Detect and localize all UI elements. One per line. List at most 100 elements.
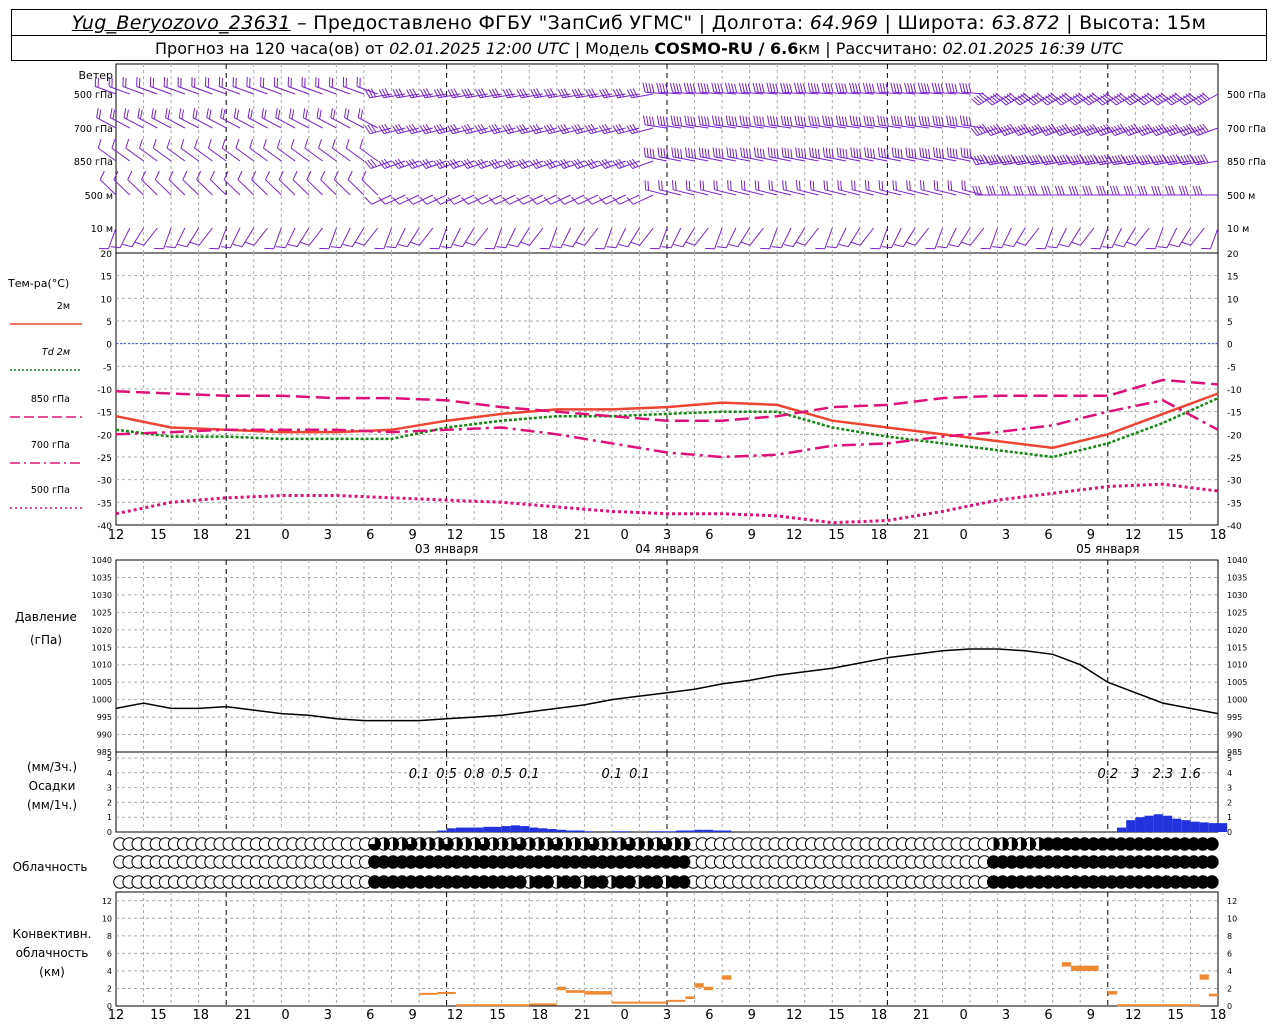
cloud-fill xyxy=(1160,875,1173,889)
cloud-fill xyxy=(496,875,509,889)
x-tick-label: 3 xyxy=(324,528,332,543)
precip-bar xyxy=(437,830,447,832)
wind-barb xyxy=(1122,154,1150,166)
cloud-fill xyxy=(405,855,418,869)
x-tick-label: 6 xyxy=(366,528,374,543)
cloud-fill xyxy=(1032,855,1046,869)
wind-barb xyxy=(705,227,723,250)
wind-barb xyxy=(918,115,943,129)
wind-barb xyxy=(1150,92,1177,106)
wind-barb xyxy=(496,227,516,249)
wind-barb xyxy=(642,82,668,95)
cloud-fill xyxy=(1105,855,1119,869)
wind-level-label-right: 500 гПа xyxy=(1227,90,1266,101)
wind-barb xyxy=(906,180,929,196)
wind-barb xyxy=(837,180,861,196)
cloud-fill xyxy=(641,855,654,869)
wind-barb xyxy=(180,138,199,162)
wind-barb xyxy=(849,115,874,129)
wind-barb xyxy=(300,227,323,246)
cloud-fill xyxy=(659,837,673,851)
precip-bar xyxy=(483,826,493,832)
precip-bar xyxy=(712,830,723,832)
pressure-unit: (гПа) xyxy=(30,633,62,647)
wind-barb xyxy=(697,82,723,95)
temp-axes: 20 20 15 15 10 10 5 5 0 0 -5 -5 -10 -10 -15 -15 -20 -20 -2… xyxy=(7,250,1242,532)
wind-barb xyxy=(465,227,489,246)
pres-ytick-right: 1000 xyxy=(1227,696,1247,705)
precip-title: Осадки xyxy=(29,779,76,793)
cloud-fill xyxy=(1011,837,1018,851)
wind-barb xyxy=(220,227,241,249)
cloud-fill xyxy=(632,855,645,869)
cloud-fill xyxy=(377,875,391,889)
wind-barb xyxy=(920,180,943,196)
wind-barb xyxy=(1108,154,1136,166)
wind-barb xyxy=(392,123,420,135)
wind-barb xyxy=(933,147,957,162)
wind-barb xyxy=(246,76,268,95)
cloud-fill xyxy=(456,837,463,851)
cloud-fill xyxy=(1178,855,1191,869)
wind-barb xyxy=(998,92,1026,106)
wind-barb xyxy=(891,147,916,162)
wind-barb xyxy=(218,76,241,95)
wind-barb xyxy=(1081,154,1108,166)
x-tick-label: 18 xyxy=(192,1008,209,1023)
precip-total-label: 0.1 xyxy=(602,767,623,782)
precip-bar xyxy=(575,830,585,832)
pres-ytick-right: 1020 xyxy=(1227,626,1247,635)
precip-ytick-left: 3 xyxy=(107,784,112,793)
wind-barb xyxy=(508,227,530,248)
precip-total-label: 0.5 xyxy=(491,767,512,782)
wind-barb xyxy=(1094,154,1122,166)
wind-barb xyxy=(182,170,200,196)
cloud-fill xyxy=(423,855,436,869)
wind-barb xyxy=(594,227,613,250)
wind-barb xyxy=(796,180,819,196)
cloud-fill xyxy=(502,837,509,851)
wind-barb xyxy=(961,180,984,196)
temp-ytick-left: -25 xyxy=(97,454,112,464)
cloud-fill xyxy=(559,875,573,889)
wind-barb xyxy=(419,88,447,99)
wind-barb xyxy=(264,227,282,250)
cloud-fill xyxy=(505,875,518,889)
cloud-fill xyxy=(1133,837,1146,851)
cloud-fill xyxy=(459,855,472,869)
conv-bar xyxy=(1071,965,1099,971)
x-tick-label: 3 xyxy=(663,1008,671,1023)
wind-barb xyxy=(783,227,806,248)
x-tick-label: 3 xyxy=(1002,528,1010,543)
wind-barb xyxy=(823,180,847,196)
x-tick-label: 18 xyxy=(532,528,549,543)
precip-bar xyxy=(520,826,530,832)
wind-barb xyxy=(794,115,819,129)
wind-barb xyxy=(1067,154,1095,166)
wind-barb xyxy=(209,170,227,196)
temp-ytick-right: 15 xyxy=(1227,273,1238,283)
wind-barb xyxy=(191,76,213,95)
wind-barb xyxy=(461,123,489,135)
pres-ytick-right: 1010 xyxy=(1227,661,1247,670)
x-tick-label: 15 xyxy=(1167,528,1184,543)
wind-barb xyxy=(306,170,323,196)
wind-barb xyxy=(502,88,530,99)
conv-title-2: облачность xyxy=(16,946,89,960)
cloud-fill xyxy=(377,855,391,869)
precip-totals: 0.1 0.5 0.8 0.5 0.1 0.1 0.1 0.2 3 2.3 1.6 xyxy=(409,767,1201,782)
model-prefix: | Модель xyxy=(569,39,655,58)
cloud-fill xyxy=(541,875,554,889)
wind-barb xyxy=(543,88,571,99)
conv-bar xyxy=(1107,991,1117,995)
temp-ytick-right: -5 xyxy=(1227,363,1236,373)
precip-ytick-right: 5 xyxy=(1227,754,1232,763)
temp-series-line xyxy=(115,392,1219,450)
precip-bar xyxy=(1218,823,1228,832)
wind-barb xyxy=(809,147,833,162)
cloud-fill xyxy=(450,855,463,869)
wind-barb xyxy=(110,227,131,249)
wind-barb xyxy=(1177,92,1205,106)
cloud-fill xyxy=(1142,837,1155,851)
wind-barb xyxy=(1191,123,1219,136)
